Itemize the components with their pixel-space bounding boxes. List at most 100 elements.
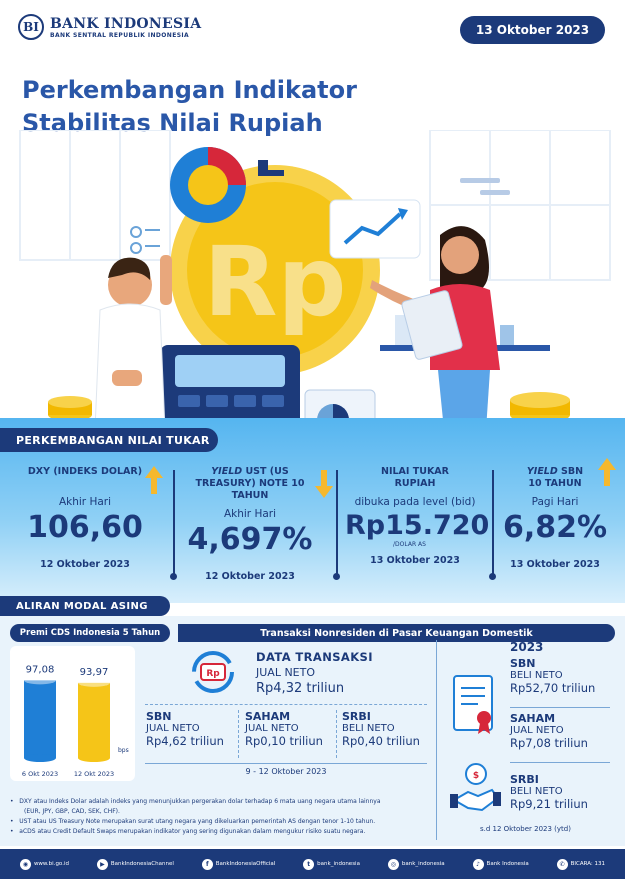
footnote: • aCDS atau Credit Default Swaps merupak…: [10, 828, 366, 835]
indicator-ust: YIELD UST (US TREASURY) NOTE 10 TAHUN Ak…: [180, 466, 320, 582]
divider-line: [510, 762, 610, 763]
divider-line: [336, 470, 338, 575]
item-name: SAHAM: [510, 712, 556, 725]
cds-date-label: 12 Okt 2023: [74, 770, 114, 778]
page-title: Perkembangan Indikator Stabilitas Nilai …: [22, 74, 357, 140]
item-value: Rp0,10 triliun: [245, 734, 323, 748]
youtube-icon: ▶: [96, 858, 108, 870]
indicator-subtitle: Akhir Hari: [58, 496, 112, 508]
total-value: Rp4,32 triliun: [256, 681, 345, 696]
ytd-note: s.d 12 Oktober 2023 (ytd): [480, 825, 571, 833]
indicator-date: 13 Oktober 2023: [510, 559, 600, 570]
divider-line: [145, 704, 427, 705]
tiktok-icon: ♪: [472, 858, 484, 870]
indicator-date: 13 Oktober 2023: [370, 555, 460, 566]
footer-link-website[interactable]: ◉ www.bi.go.id: [19, 858, 69, 870]
footer-bar: ◉ www.bi.go.id ▶ BankIndonesiaChannel f Ban…: [0, 849, 625, 879]
item-type: JUAL NETO: [510, 725, 564, 736]
item-type: BELI NETO: [342, 723, 395, 734]
divider-dot: [333, 573, 340, 580]
divider-dot: [170, 573, 177, 580]
footer-link-bicara[interactable]: ✆ BICARA: 131: [556, 858, 605, 870]
handshake-icon: $: [450, 763, 501, 812]
indicator-date: 12 Oktober 2023: [40, 559, 130, 570]
indicator-date: 12 Oktober 2023: [205, 571, 295, 582]
item-value: Rp4,62 triliun: [146, 734, 224, 748]
indicator-subtitle: Pagi Hari: [531, 496, 579, 508]
item-name: SBN: [146, 710, 172, 723]
transaction-item-sbn: SBN JUAL NETO Rp4,62 triliun: [146, 710, 236, 748]
logo-subtitle: BANK SENTRAL REPUBLIK INDONESIA: [50, 31, 190, 39]
indicator-subtitle: dibuka pada level (bid): [354, 496, 476, 508]
transaction-item-saham: SAHAM JUAL NETO Rp0,10 triliun: [245, 710, 340, 748]
footer-link-facebook[interactable]: f BankIndonesiaOfficial: [201, 858, 275, 870]
divider-line: [238, 710, 239, 758]
cds-value-label: 93,97: [80, 667, 109, 678]
item-type: BELI NETO: [510, 670, 563, 681]
footer-link-youtube[interactable]: ▶ BankIndonesiaChannel: [96, 858, 174, 870]
footer-link-instagram[interactable]: ◎ bank_indonesia: [387, 858, 445, 870]
indicator-value: 6,82%: [502, 510, 608, 545]
indicator-value: 4,697%: [187, 522, 313, 557]
transaction-item-srbi: SRBI BELI NETO Rp0,40 triliun: [342, 710, 432, 748]
cds-value-label: 97,08: [26, 664, 55, 675]
item-value: Rp0,40 triliun: [342, 734, 420, 748]
ytd-item-srbi: SRBI BELI NETO Rp9,21 triliun: [510, 773, 588, 811]
divider-line: [336, 710, 337, 758]
indicator-title: NILAI TUKAR RUPIAH: [381, 466, 449, 489]
footer-link-tiktok[interactable]: ♪ Bank Indonesia: [472, 858, 529, 870]
arrow-down-icon: [315, 470, 333, 498]
cds-unit-label: bps: [118, 747, 129, 754]
trend-chart-icon: [329, 199, 421, 259]
logo-name: BANK INDONESIA: [50, 15, 202, 32]
transaction-period: 9 - 12 Oktober 2023: [245, 767, 327, 776]
title-line-1: Perkembangan Indikator: [22, 76, 357, 104]
section-label-capital: ALIRAN MODAL ASING: [0, 596, 170, 616]
indicator-value: 106,60: [27, 510, 143, 545]
indicator-rupiah: NILAI TUKAR RUPIAH dibuka pada level (bi…: [345, 466, 489, 566]
divider-line: [173, 470, 175, 575]
date-badge: 13 Oktober 2023: [460, 16, 605, 44]
calculator-icon: [160, 345, 300, 430]
item-value: Rp7,08 triliun: [510, 736, 588, 750]
divider-line: [145, 763, 427, 764]
title-line-2: Stabilitas Nilai Rupiah: [22, 109, 323, 137]
item-name: SAHAM: [245, 710, 291, 723]
donut-chart-icon: [170, 147, 284, 223]
total-type: JUAL NETO: [256, 666, 316, 679]
indicator-title: YIELD SBN 10 TAHUN: [526, 466, 584, 489]
instagram-icon: ◎: [387, 858, 399, 870]
twitter-icon: t: [303, 858, 315, 870]
ytd-item-sbn: SBN BELI NETO Rp52,70 triliun: [510, 657, 595, 695]
indicator-subtitle: Akhir Hari: [223, 508, 277, 520]
arrow-up-icon: [598, 458, 616, 486]
footnotes: • DXY atau Indeks Dolar adalah indeks ya…: [10, 797, 430, 837]
item-type: BELI NETO: [510, 786, 563, 797]
item-type: JUAL NETO: [245, 723, 299, 734]
svg-text:$: $: [473, 771, 479, 781]
certificate-icon: [453, 675, 493, 734]
total-title: DATA TRANSAKSI: [256, 650, 373, 664]
ytd-item-saham: SAHAM JUAL NETO Rp7,08 triliun: [510, 712, 588, 750]
divider-line: [510, 707, 610, 708]
list-icon: [130, 226, 160, 254]
arrow-up-icon: [145, 466, 163, 494]
woman-figure-icon: [370, 226, 500, 430]
hero-illustration: Rp: [19, 130, 611, 430]
facebook-icon: f: [201, 858, 213, 870]
man-figure-icon: [94, 255, 172, 430]
transactions-header: Transaksi Nonresiden di Pasar Keuangan D…: [178, 624, 615, 642]
indicator-dxy: DXY (INDEKS DOLAR) Akhir Hari 106,60 12 …: [20, 466, 150, 570]
cds-date-label: 6 Okt 2023: [22, 770, 58, 778]
svg-text:Rp: Rp: [206, 669, 220, 679]
window-grid-icon: [19, 130, 611, 281]
rp-cycle-icon: Rp: [192, 651, 234, 693]
cds-bar: [78, 678, 110, 762]
globe-icon: ◉: [19, 858, 31, 870]
chat-icon: ✆: [556, 858, 568, 870]
total-transaction: DATA TRANSAKSI JUAL NETO Rp4,32 triliun: [256, 650, 373, 696]
ytd-year: 2023: [510, 640, 544, 654]
footer-link-twitter[interactable]: t bank_indonesia: [303, 858, 360, 870]
bi-seal-icon: BI: [18, 14, 44, 40]
cds-header: Premi CDS Indonesia 5 Tahun: [10, 624, 170, 642]
